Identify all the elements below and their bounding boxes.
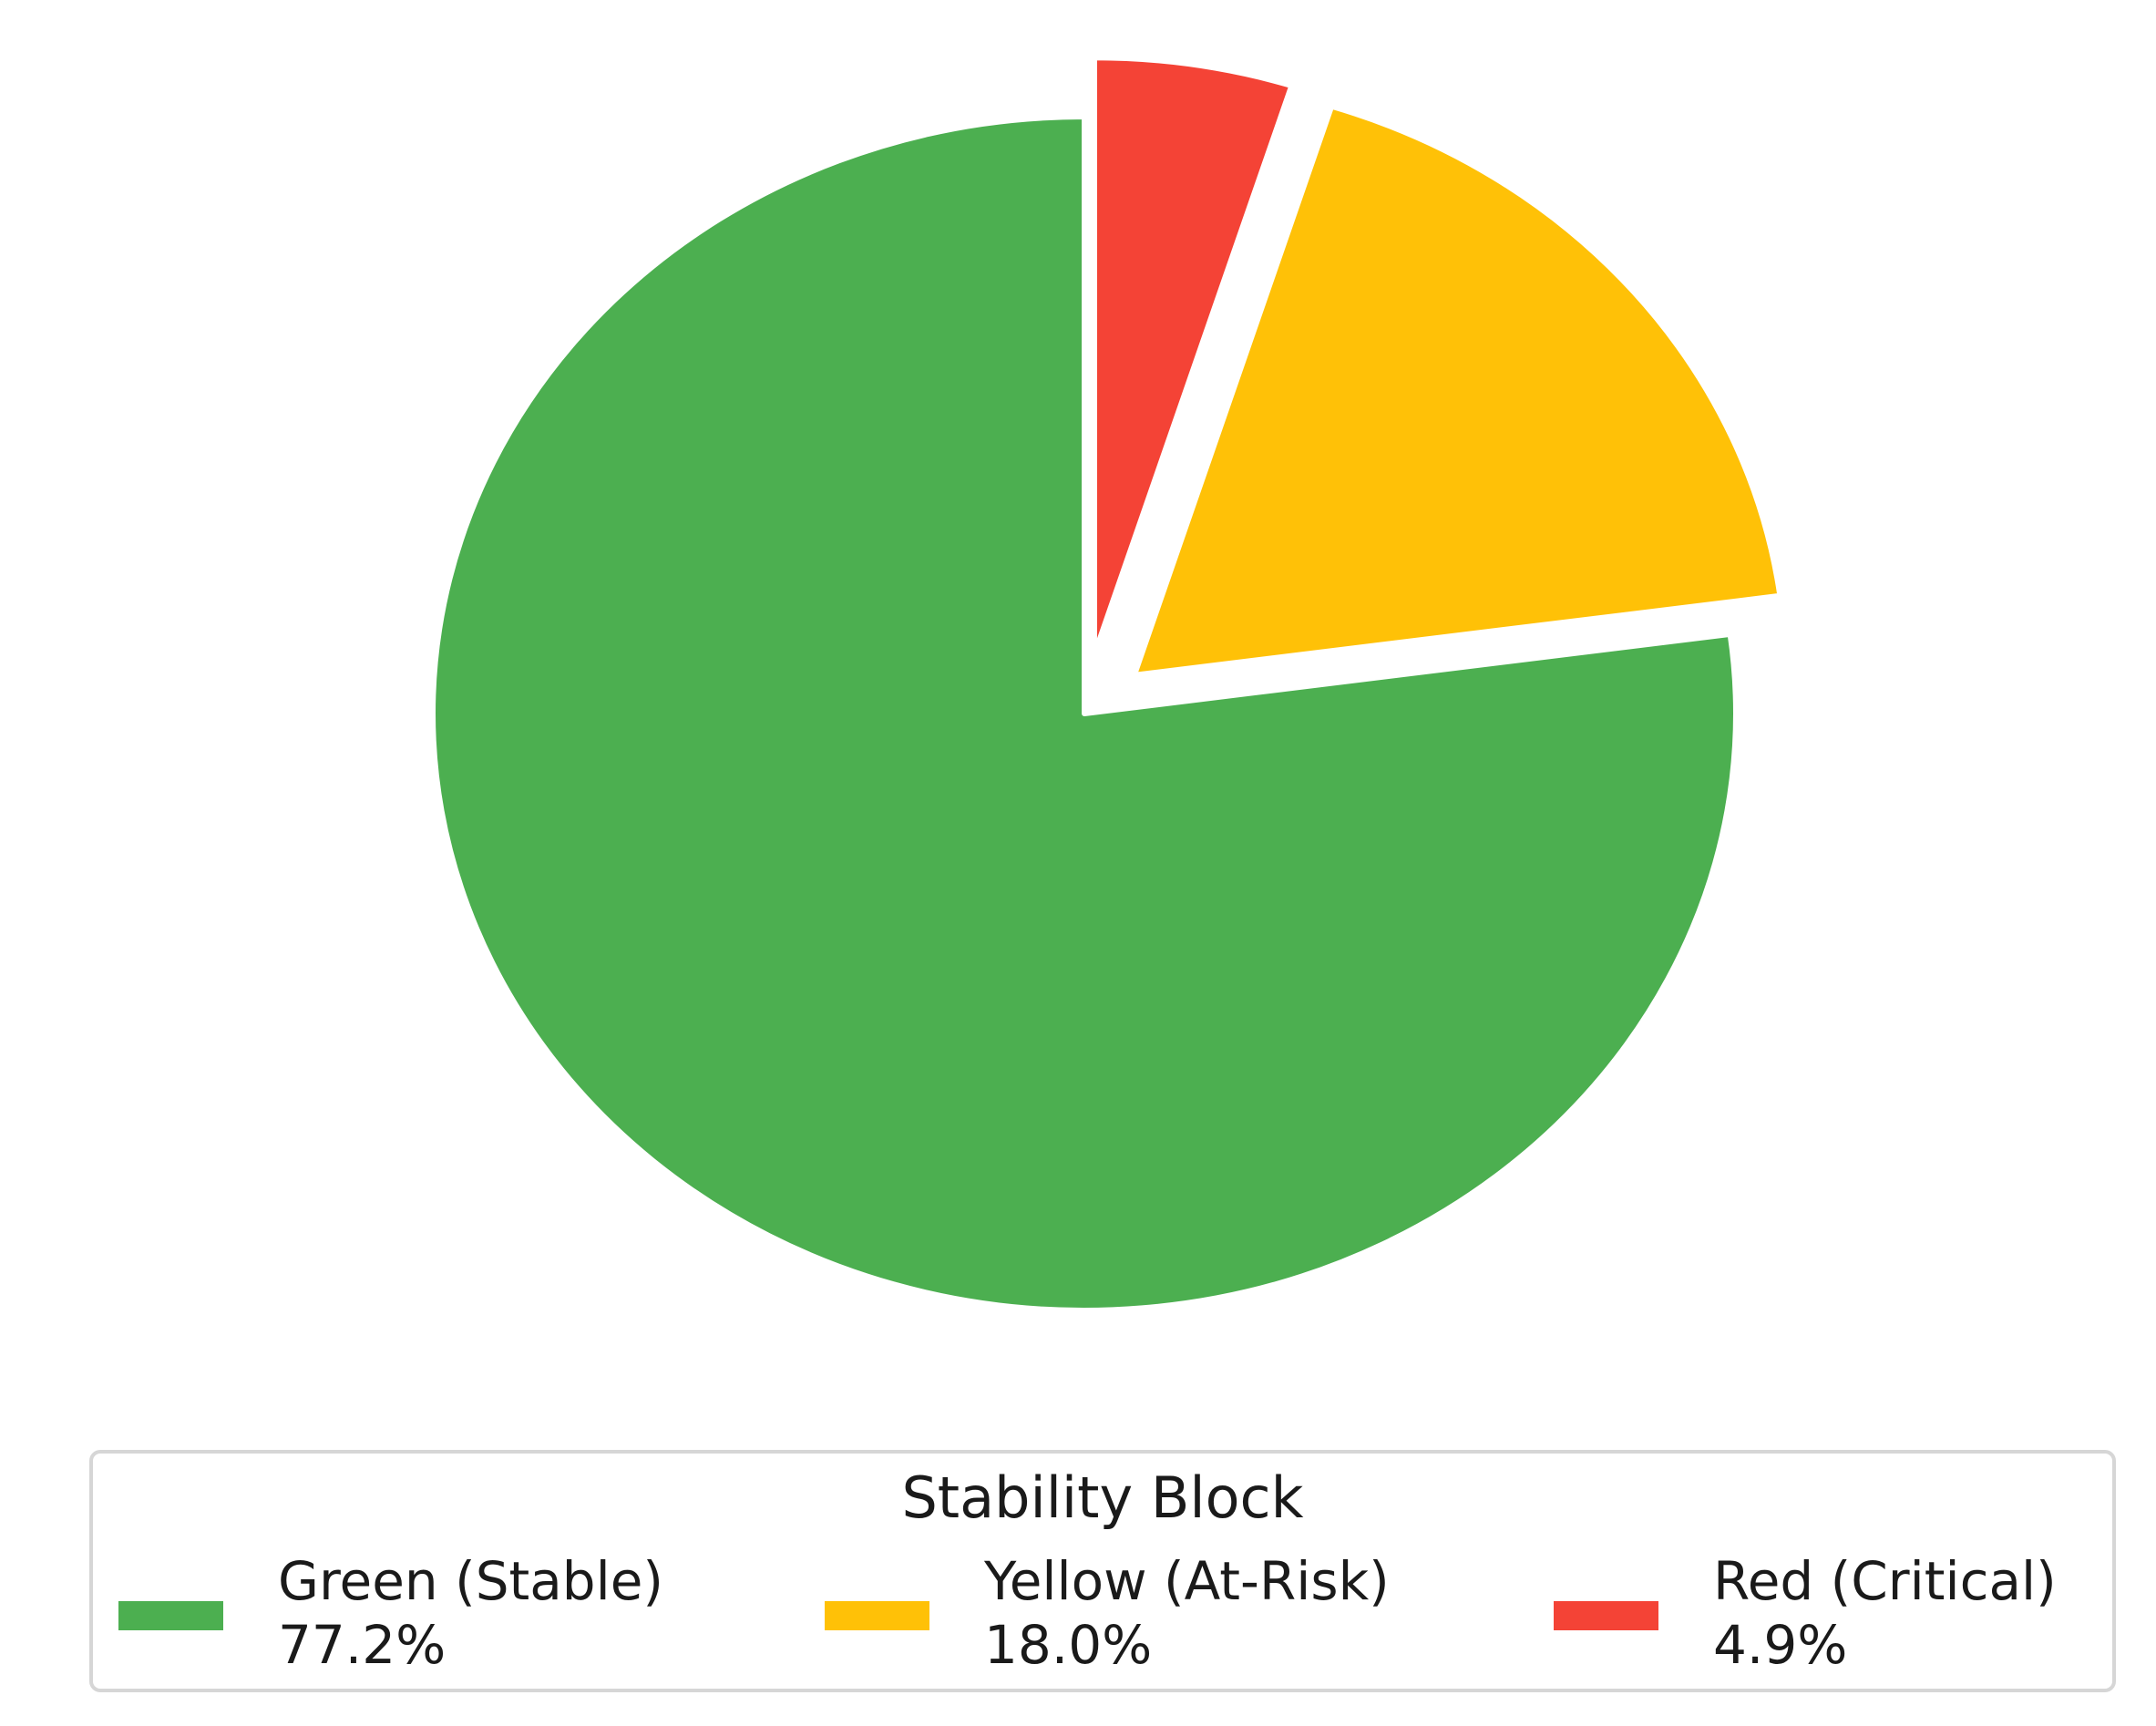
pie-slice-red: [1091, 55, 1295, 658]
legend-label-green: Green (Stable): [278, 1550, 663, 1612]
legend-value-yellow: 18.0%: [984, 1614, 1152, 1676]
legend-title: Stability Block: [901, 1464, 1303, 1531]
legend-swatch-red: [1554, 1601, 1658, 1630]
pie-slice-yellow: [1131, 103, 1783, 678]
legend: Stability Block Green (Stable)77.2% Yello…: [89, 1450, 2116, 1692]
legend-entries: Green (Stable)77.2% Yellow (At-Risk)18.0%…: [118, 1550, 2057, 1676]
legend-frame: [89, 1450, 2116, 1692]
legend-label-yellow: Yellow (At-Risk): [983, 1550, 1390, 1612]
legend-entry-yellow: Yellow (At-Risk)18.0%: [825, 1550, 1390, 1676]
legend-entry-green: Green (Stable)77.2%: [118, 1550, 663, 1676]
legend-label-red: Red (Critical): [1713, 1550, 2057, 1612]
pie-slices: [430, 55, 1783, 1313]
legend-swatch-green: [118, 1601, 223, 1630]
legend-value-green: 77.2%: [278, 1614, 446, 1676]
legend-entry-red: Red (Critical)4.9%: [1554, 1550, 2057, 1676]
legend-swatch-yellow: [825, 1601, 929, 1630]
pie-slice-green: [430, 114, 1739, 1313]
legend-value-red: 4.9%: [1713, 1614, 1847, 1676]
